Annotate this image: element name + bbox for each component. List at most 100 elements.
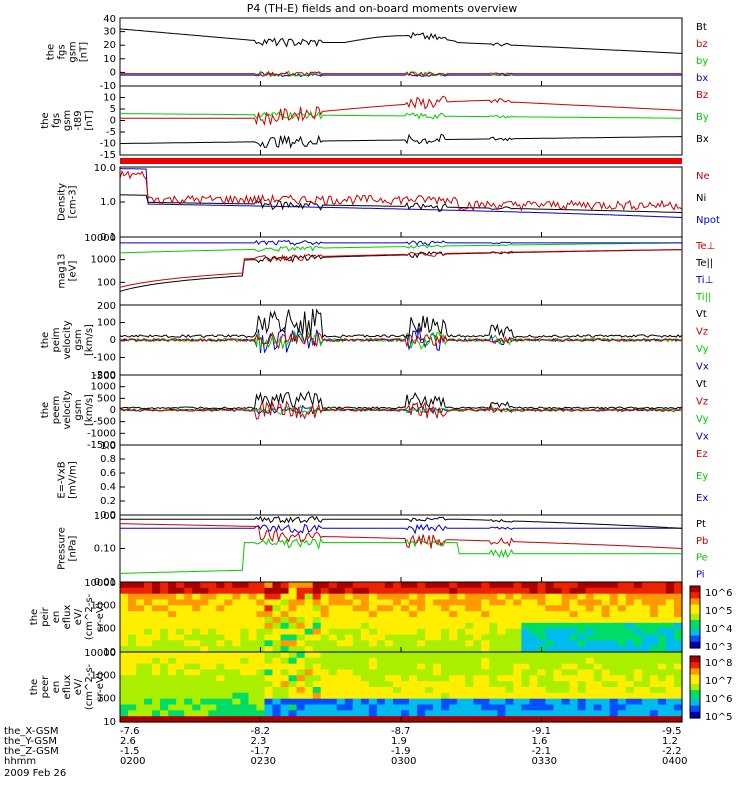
- heatmap-cell: [368, 652, 378, 659]
- heatmap-cell: [657, 692, 667, 700]
- heatmap-cell: [625, 622, 635, 630]
- colorbar-tick: 10^4: [705, 624, 732, 635]
- heatmap-cell: [272, 710, 282, 717]
- heatmap-cell: [441, 669, 450, 676]
- heatmap-cell: [384, 657, 394, 665]
- heatmap-cell: [625, 687, 635, 694]
- heatmap-cell: [136, 698, 145, 706]
- heatmap-cell: [593, 611, 603, 618]
- heatmap-cell: [248, 663, 258, 671]
- heatmap-cell: [505, 675, 514, 682]
- heatmap-cell: [264, 657, 274, 665]
- heatmap-cell: [441, 687, 450, 694]
- heatmap-cell: [657, 669, 667, 676]
- heatmap-cell: [152, 593, 161, 601]
- heatmap-cell: [200, 622, 209, 630]
- heatmap-cell: [232, 611, 241, 618]
- heatmap-cell: [336, 669, 346, 676]
- heatmap-cell: [208, 611, 217, 618]
- heatmap-cell: [657, 646, 667, 653]
- heatmap-cell: [176, 646, 185, 653]
- heatmap-cell: [521, 657, 530, 665]
- heatmap-cell: [513, 675, 522, 682]
- heatmap-cell: [521, 687, 530, 694]
- ytick-label: 10000: [84, 578, 116, 589]
- heatmap-cell: [585, 687, 595, 694]
- heatmap-cell: [529, 611, 539, 618]
- heatmap-cell: [376, 605, 386, 612]
- heatmap-cell: [545, 582, 555, 589]
- heatmap-cell: [601, 622, 611, 630]
- heatmap-cell: [296, 681, 306, 688]
- ylabel-line: [nT]: [84, 110, 95, 130]
- heatmap-cell: [192, 698, 201, 706]
- heatmap-cell: [152, 698, 161, 706]
- heatmap-cell: [553, 692, 563, 700]
- heatmap-cell: [401, 698, 410, 706]
- heatmap-cell: [457, 628, 466, 636]
- heatmap-cell: [577, 634, 587, 641]
- heatmap-cell: [376, 692, 386, 700]
- heatmap-cell: [625, 634, 635, 641]
- heatmap-cell: [360, 605, 370, 612]
- heatmap-cell: [144, 687, 153, 694]
- heatmap-cell: [304, 634, 314, 641]
- heatmap-cell: [224, 646, 233, 653]
- heatmap-cell: [144, 669, 153, 676]
- heatmap-cell: [288, 681, 298, 688]
- heatmap-cell: [144, 599, 153, 606]
- heatmap-cell: [152, 587, 161, 595]
- heatmap-cell: [417, 704, 426, 711]
- heatmap-cell: [376, 710, 386, 717]
- heatmap-cell: [553, 675, 563, 682]
- heatmap-cell: [224, 605, 233, 612]
- heatmap-cell: [240, 652, 249, 659]
- heatmap-cell: [384, 698, 394, 706]
- heatmap-cell: [489, 663, 498, 671]
- heatmap-cell: [360, 716, 370, 723]
- heatmap-cell: [320, 692, 330, 700]
- heatmap-cell: [537, 657, 547, 665]
- heatmap-cell: [561, 646, 571, 653]
- heatmap-cell: [168, 652, 177, 659]
- heatmap-cell: [441, 692, 450, 700]
- heatmap-cell: [593, 704, 603, 711]
- heatmap-cell: [433, 587, 442, 595]
- heatmap-cell: [657, 687, 667, 694]
- heatmap-cell: [665, 622, 675, 630]
- heatmap-cell: [489, 646, 498, 653]
- heatmap-cell: [465, 628, 474, 636]
- xaxis-row-label: the_Y-GSM: [4, 736, 57, 747]
- heatmap-cell: [336, 687, 346, 694]
- heatmap-cell: [360, 640, 370, 647]
- heatmap-cell: [304, 640, 314, 647]
- heatmap-cell: [665, 681, 675, 688]
- heatmap-cell: [561, 587, 571, 595]
- heatmap-cell: [449, 599, 458, 606]
- legend-label: Ti||: [695, 292, 711, 303]
- heatmap-cell: [513, 582, 522, 589]
- heatmap-cell: [489, 622, 498, 630]
- heatmap-cell: [457, 582, 466, 589]
- heatmap-cell: [368, 704, 378, 711]
- heatmap-cell: [497, 622, 506, 630]
- heatmap-cell: [625, 593, 635, 601]
- heatmap-cell: [224, 669, 233, 676]
- heatmap-cell: [176, 611, 185, 618]
- heatmap-cell: [224, 582, 233, 589]
- ytick-label: 1.0: [100, 441, 116, 452]
- heatmap-cell: [152, 599, 161, 606]
- heatmap-cell: [272, 716, 282, 723]
- heatmap-cell: [529, 593, 539, 601]
- heatmap-cell: [296, 692, 306, 700]
- heatmap-cell: [208, 716, 217, 723]
- heatmap-cell: [577, 646, 587, 653]
- heatmap-cell: [449, 634, 458, 641]
- legend-label: Te||: [695, 258, 713, 269]
- heatmap-cell: [384, 587, 394, 595]
- heatmap-cell: [577, 692, 587, 700]
- heatmap-cell: [320, 698, 330, 706]
- heatmap-cell: [641, 669, 651, 676]
- heatmap-cell: [232, 646, 241, 653]
- heatmap-cell: [176, 698, 185, 706]
